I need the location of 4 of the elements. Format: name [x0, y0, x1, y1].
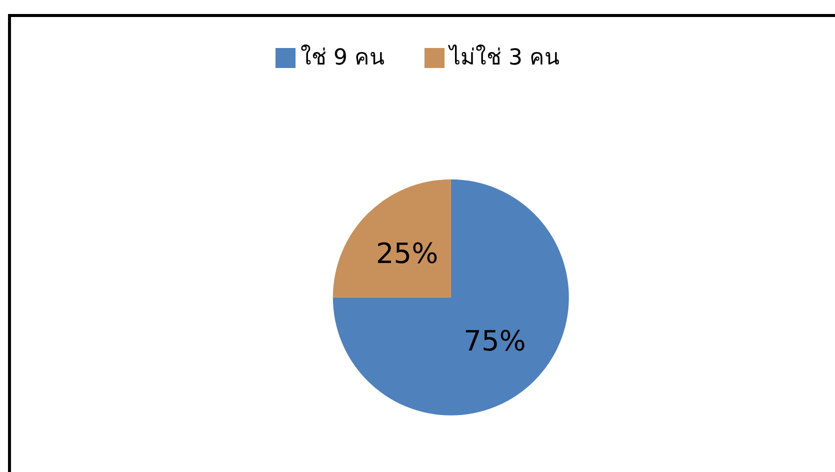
legend-label: ใช่ 9 คน	[300, 44, 384, 70]
data-label: 75%	[464, 324, 526, 358]
legend-label: ไม่ใช่ 3 คน	[448, 44, 560, 70]
data-label: 25%	[376, 237, 438, 270]
